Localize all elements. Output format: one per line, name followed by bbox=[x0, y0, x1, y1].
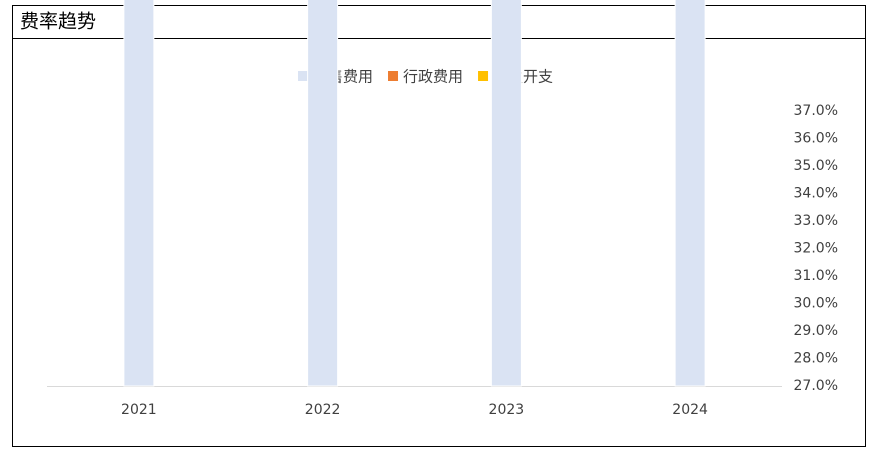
y-tick-label: 29.0% bbox=[794, 323, 838, 339]
y-tick-label: 31.0% bbox=[794, 268, 838, 284]
legend-swatch bbox=[298, 71, 308, 81]
x-tick-label: 2024 bbox=[672, 402, 708, 418]
x-tick-label: 2022 bbox=[305, 402, 341, 418]
x-tick-label: 2023 bbox=[489, 402, 525, 418]
y-tick-label: 37.0% bbox=[794, 103, 838, 119]
bar-segment bbox=[674, 0, 706, 387]
y-tick-label: 33.0% bbox=[794, 213, 838, 229]
frame bbox=[12, 5, 866, 447]
x-tick-label: 2021 bbox=[121, 402, 157, 418]
bar-segment bbox=[307, 0, 339, 387]
y-tick-label: 27.0% bbox=[794, 378, 838, 394]
y-tick-label: 36.0% bbox=[794, 131, 838, 147]
chart-title: 费率趋势 bbox=[20, 11, 96, 33]
y-tick-label: 34.0% bbox=[794, 186, 838, 202]
bar-segment bbox=[123, 0, 155, 387]
legend-swatch bbox=[388, 71, 399, 81]
bar-segment bbox=[490, 0, 522, 387]
legend-label: 行政费用 bbox=[403, 68, 463, 86]
y-tick-label: 30.0% bbox=[794, 296, 838, 312]
y-tick-label: 35.0% bbox=[794, 158, 838, 174]
legend-swatch bbox=[478, 71, 489, 81]
y-tick-label: 28.0% bbox=[794, 351, 838, 367]
y-tick-label: 32.0% bbox=[794, 241, 838, 257]
